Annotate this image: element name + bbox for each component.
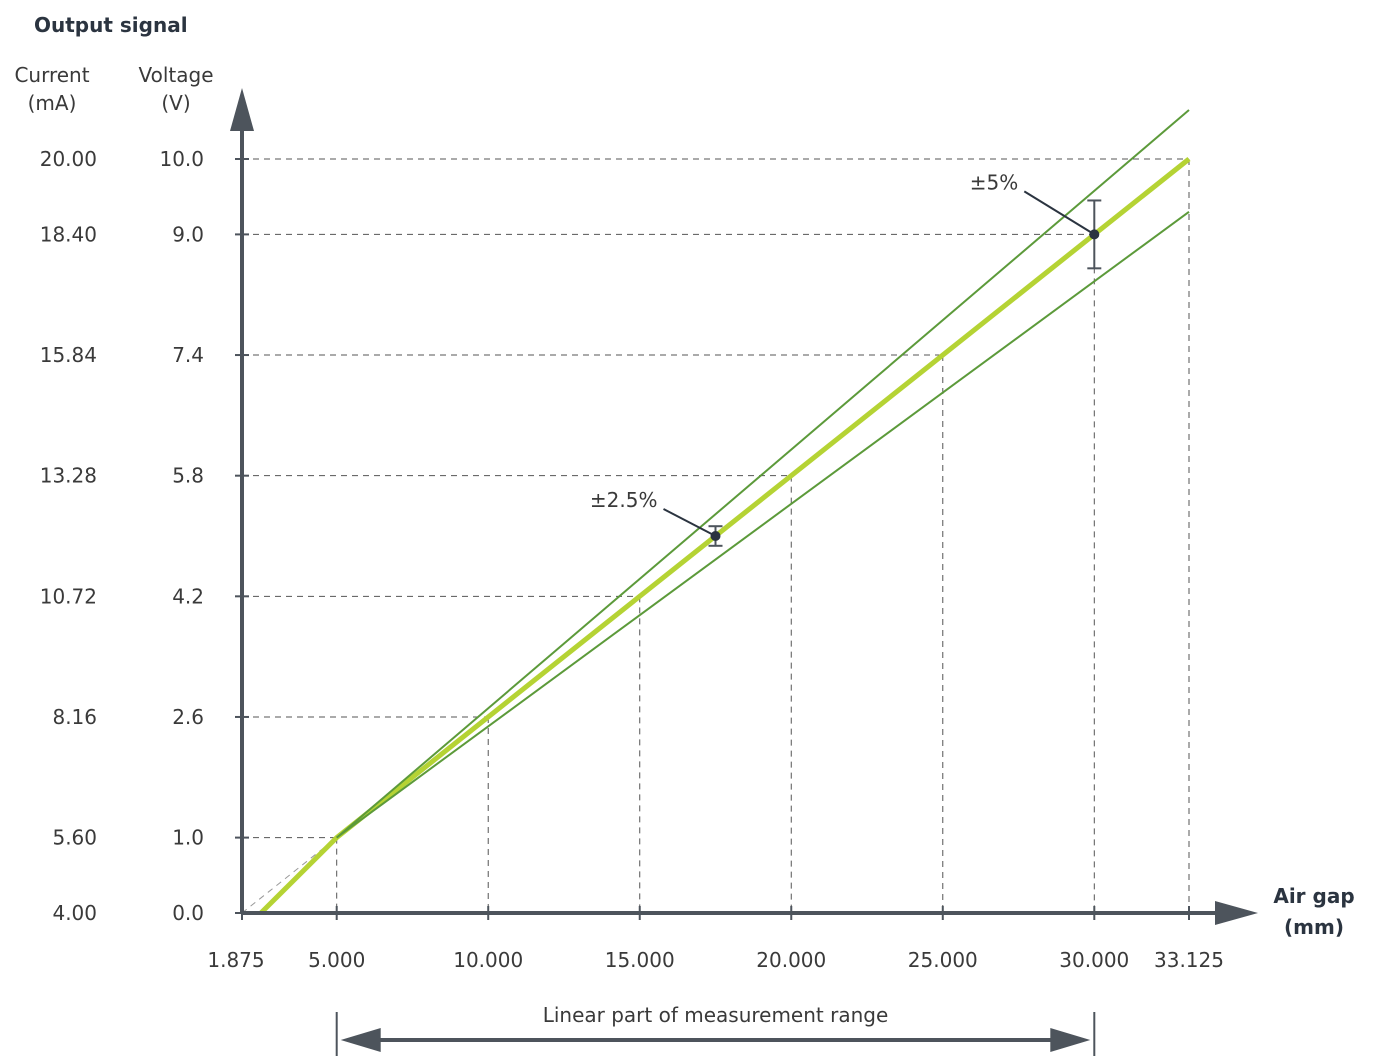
x-tick-label-3: 15.000 — [605, 948, 675, 972]
y-tick-label-current-2: 8.16 — [52, 705, 97, 729]
series-line-lower — [336, 210, 1190, 839]
range-layer: Linear part of measurement range — [335, 1003, 1096, 1056]
tolerance-leader-1 — [1023, 190, 1095, 236]
tolerance-point-0 — [710, 531, 721, 541]
y-title-voltage-1: Voltage — [138, 63, 213, 87]
y-tick-label-current-5: 15.84 — [40, 343, 97, 367]
tolerance-label-1: ±5% — [970, 170, 1019, 194]
y-title-current-1: Current — [14, 63, 89, 87]
y-tick-label-voltage-4: 5.8 — [172, 464, 204, 488]
y-tick-label-voltage-1: 1.0 — [172, 826, 204, 850]
y-tick-label-voltage-6: 9.0 — [172, 222, 204, 246]
y-tick-label-voltage-3: 4.2 — [172, 584, 204, 608]
x-title-2: (mm) — [1284, 915, 1344, 939]
y-tick-label-current-7: 20.00 — [40, 147, 97, 171]
range-label: Linear part of measurement range — [543, 1003, 889, 1027]
markers-layer: ±2.5% ±5% — [590, 170, 1102, 547]
x-tick-label-7: 33.125 — [1154, 948, 1224, 972]
range-arrow-right-icon — [1050, 1028, 1091, 1052]
x-tick-label-4: 20.000 — [756, 948, 826, 972]
y-title-voltage-2: (V) — [161, 91, 190, 115]
y-tick-label-voltage-5: 7.4 — [172, 343, 204, 367]
x-tick-label-6: 30.000 — [1059, 948, 1129, 972]
y-tick-label-voltage-2: 2.6 — [172, 705, 204, 729]
tolerance-leader-0 — [663, 508, 716, 537]
y-tick-label-current-3: 10.72 — [40, 584, 97, 608]
x-axis-arrow-icon — [1215, 901, 1258, 925]
y-tick-label-voltage-7: 10.0 — [159, 147, 204, 171]
series-layer — [259, 109, 1191, 915]
y-title-current-2: (mA) — [28, 91, 77, 115]
x-tick-label-5: 25.000 — [908, 948, 978, 972]
x-tick-label-0: 1.875 — [207, 948, 264, 972]
tolerance-point-1 — [1089, 229, 1100, 240]
y-tick-label-current-1: 5.60 — [52, 826, 97, 850]
x-tick-label-2: 10.000 — [453, 948, 523, 972]
series-line-nominal — [259, 157, 1191, 915]
range-arrow-left-icon — [340, 1028, 381, 1052]
axes-layer — [230, 88, 1258, 925]
y-axis-arrow-icon — [230, 88, 254, 131]
y-tick-label-current-6: 18.40 — [40, 222, 97, 246]
tolerance-label-0: ±2.5% — [590, 488, 658, 512]
x-title-1: Air gap — [1273, 884, 1354, 908]
x-tick-label-1: 5.000 — [308, 948, 365, 972]
y-tick-label-current-0: 4.00 — [52, 901, 97, 925]
ticks-layer: 0.0 4.00 1.0 5.60 2.6 8.16 4.2 10.72 5.8 13.28 7.4… — [40, 147, 1224, 972]
series-line-upper — [336, 109, 1190, 839]
chart-title: Output signal — [34, 13, 188, 37]
y-tick-label-voltage-0: 0.0 — [172, 901, 204, 925]
y-tick-label-current-4: 13.28 — [40, 464, 97, 488]
